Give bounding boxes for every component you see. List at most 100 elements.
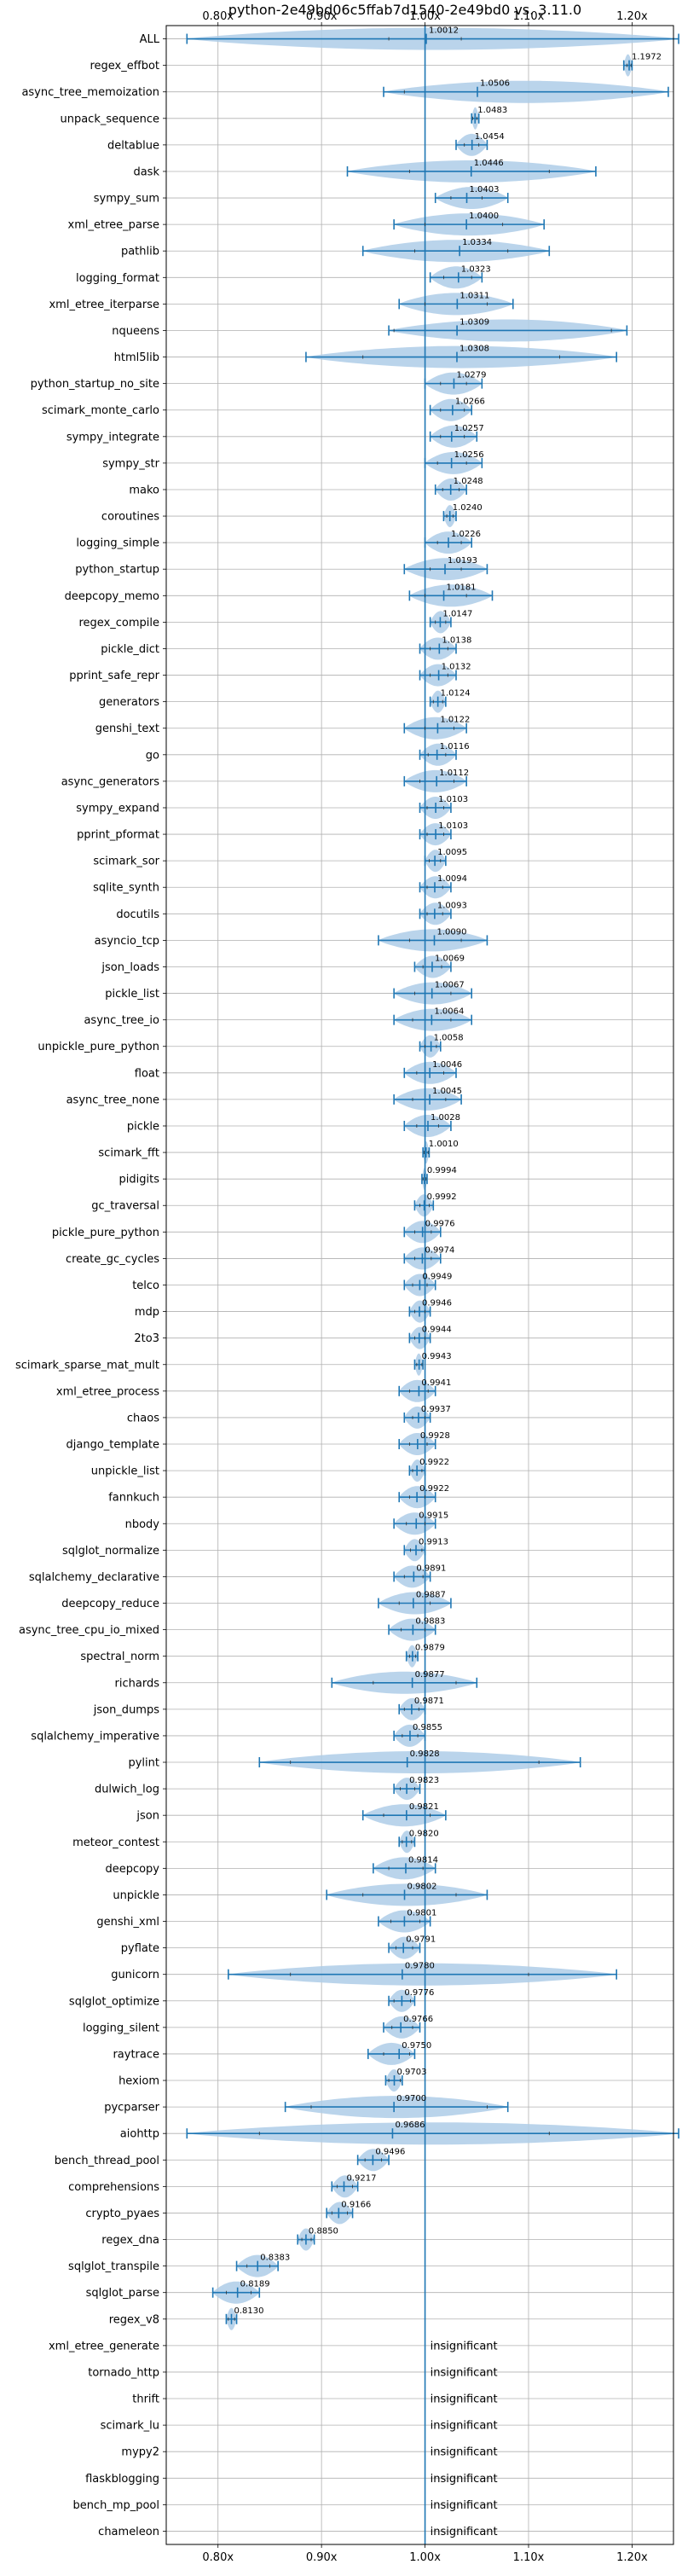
value-label: 0.9750 <box>402 2041 431 2051</box>
benchmark-label: go <box>146 749 159 762</box>
benchmark-label: genshi_text <box>95 722 159 735</box>
benchmark-label: regex_dna <box>101 2234 159 2247</box>
benchmark-label: scimark_sor <box>93 856 159 868</box>
benchmark-label: regex_v8 <box>109 2313 159 2326</box>
benchmark-label: crypto_pyaes <box>85 2208 159 2220</box>
benchmark-label: sympy_expand <box>76 802 159 815</box>
value-label: 0.9166 <box>341 2200 371 2209</box>
value-label: 0.9496 <box>375 2147 405 2156</box>
value-label: 1.0095 <box>437 848 467 857</box>
benchmark-label: pidigits <box>119 1174 160 1186</box>
insignificant-label: insignificant <box>431 2340 498 2353</box>
benchmark-label: 2to3 <box>134 1332 159 1345</box>
value-label: 0.9915 <box>419 1511 448 1520</box>
benchmark-label: raytrace <box>113 2048 159 2061</box>
benchmark-label: async_tree_none <box>66 1094 159 1106</box>
benchmark-label: unpickle <box>113 1889 159 1902</box>
value-label: 1.0454 <box>475 132 505 142</box>
value-label: 1.0116 <box>440 742 470 751</box>
benchmark-label: html5lib <box>114 351 159 364</box>
benchmark-label: dulwich_log <box>95 1784 159 1796</box>
benchmark-label: regex_effbot <box>90 60 159 73</box>
benchmark-label: fannkuch <box>108 1492 159 1505</box>
value-label: 0.9821 <box>409 1802 439 1812</box>
value-label: 1.0067 <box>435 981 465 990</box>
insignificant-label: insignificant <box>431 2473 498 2486</box>
value-label: 1.0240 <box>453 503 483 513</box>
value-label: 0.9949 <box>422 1273 452 1282</box>
x-tick-label-top: 1.20x <box>616 10 648 23</box>
value-label: 1.0279 <box>456 371 486 380</box>
value-label: 1.0122 <box>440 716 470 725</box>
value-label: 1.0010 <box>429 1140 459 1149</box>
benchmark-label: spectral_norm <box>80 1651 159 1663</box>
x-tick-label-top: 0.80x <box>202 10 234 23</box>
value-label: 0.9828 <box>410 1749 440 1759</box>
benchmark-label: logging_simple <box>76 537 159 550</box>
value-label: 0.9891 <box>416 1564 446 1573</box>
benchmark-label: meteor_contest <box>72 1836 159 1849</box>
value-label: 0.9937 <box>421 1405 451 1414</box>
value-label: 0.9887 <box>416 1591 446 1600</box>
benchmark-label: deepcopy <box>105 1863 159 1876</box>
benchmark-label: python_startup <box>75 564 159 577</box>
value-label: 0.9700 <box>396 2094 426 2103</box>
benchmark-label: float <box>135 1067 159 1080</box>
benchmark-label: deepcopy_reduce <box>61 1598 159 1610</box>
value-label: 1.0069 <box>435 954 465 963</box>
benchmark-label: create_gc_cycles <box>66 1253 159 1266</box>
value-label: 1.0248 <box>454 477 483 486</box>
value-label: 0.9791 <box>406 1935 436 1945</box>
value-label: 1.0132 <box>442 663 471 672</box>
value-label: 1.0028 <box>431 1113 460 1123</box>
benchmark-label: sqlglot_parse <box>86 2287 159 2300</box>
benchmark-label: scimark_lu <box>101 2420 159 2433</box>
value-label: 1.0090 <box>437 927 467 937</box>
value-label: 1.0112 <box>439 769 469 778</box>
value-label: 0.8850 <box>309 2227 338 2237</box>
value-label: 0.9974 <box>425 1245 454 1255</box>
benchmark-label: tornado_http <box>88 2366 159 2379</box>
benchmark-label: asyncio_tcp <box>95 935 159 948</box>
benchmark-label: python_startup_no_site <box>31 378 159 391</box>
value-label: 1.0093 <box>437 901 467 910</box>
value-label: 0.9703 <box>397 2068 427 2077</box>
whiskers <box>186 33 679 2324</box>
value-label: 0.9217 <box>346 2173 376 2183</box>
benchmark-label: sympy_sum <box>94 193 159 206</box>
benchmark-label: mdp <box>135 1306 159 1319</box>
x-tick-label-bottom: 1.00x <box>409 2551 441 2564</box>
value-label: 0.9766 <box>403 2015 433 2024</box>
benchmark-label: sqlalchemy_imperative <box>31 1730 159 1743</box>
benchmark-label: pylint <box>128 1757 159 1770</box>
value-label: 0.9802 <box>407 1882 437 1891</box>
insignificant-label: insignificant <box>431 2366 498 2379</box>
benchmark-label: pickle_list <box>105 988 159 1001</box>
value-label: 0.8130 <box>234 2306 264 2316</box>
value-label: 1.0012 <box>429 26 459 36</box>
benchmark-label: json_loads <box>101 961 159 974</box>
benchmark-label: generators <box>99 696 159 709</box>
benchmark-label: unpickle_list <box>91 1465 159 1478</box>
value-label: 0.9820 <box>409 1829 439 1838</box>
benchmark-label: json_dumps <box>93 1703 159 1716</box>
x-tick-label-bottom: 1.10x <box>513 2551 545 2564</box>
insignificant-label: insignificant <box>431 2420 498 2433</box>
value-label: 1.0400 <box>469 212 499 221</box>
value-label: 1.0309 <box>459 317 489 327</box>
benchmark-label: docutils <box>116 908 159 921</box>
value-label: 1.1972 <box>632 53 662 62</box>
benchmark-label: logging_format <box>76 272 159 285</box>
value-label: 0.9871 <box>414 1697 444 1706</box>
value-label: 0.9879 <box>415 1644 445 1653</box>
benchmark-label: pprint_pformat <box>77 829 159 842</box>
value-label: 0.9992 <box>427 1192 457 1202</box>
benchmark-label: gc_traversal <box>91 1200 159 1213</box>
insignificant-label: insignificant <box>431 2393 498 2406</box>
benchmark-label: xml_etree_process <box>56 1385 159 1398</box>
benchmark-label: pickle_pure_python <box>52 1227 159 1239</box>
insignificant-label: insignificant <box>431 2526 498 2538</box>
benchmark-label: flaskblogging <box>85 2473 159 2486</box>
value-label: 0.9814 <box>408 1855 438 1865</box>
chart-title: python-2e49bd06c5ffab7d1540-2e49bd0 vs. … <box>228 2 581 18</box>
